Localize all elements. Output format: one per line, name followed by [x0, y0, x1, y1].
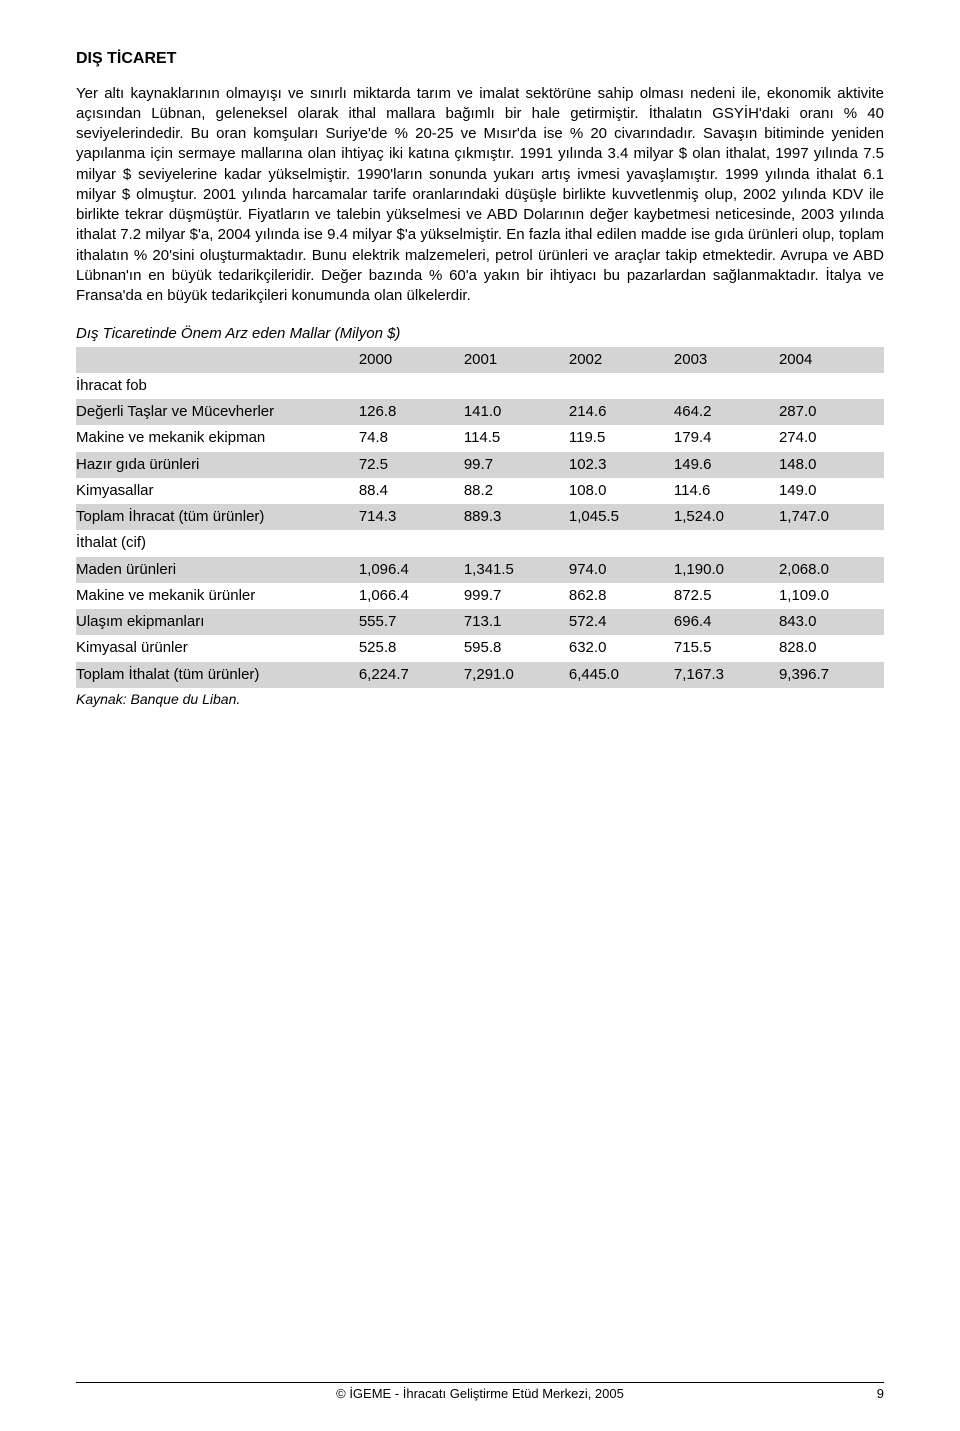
table-header-row: 2000 2001 2002 2003 2004: [76, 347, 884, 373]
cell-value: 1,524.0: [674, 504, 779, 530]
year-col: 2003: [674, 347, 779, 373]
cell-value: 572.4: [569, 609, 674, 635]
cell-value: 555.7: [359, 609, 464, 635]
cell-value: 7,167.3: [674, 662, 779, 688]
table-row: Kimyasal ürünler525.8595.8632.0715.5828.…: [76, 635, 884, 661]
cell-value: 72.5: [359, 452, 464, 478]
section-label: İthalat (cif): [76, 530, 884, 556]
table-row: Ulaşım ekipmanları555.7713.1572.4696.484…: [76, 609, 884, 635]
body-paragraph: Yer altı kaynaklarının olmayışı ve sınır…: [76, 84, 884, 307]
cell-value: 999.7: [464, 583, 569, 609]
cell-value: 1,190.0: [674, 557, 779, 583]
row-label: Hazır gıda ürünleri: [76, 452, 359, 478]
cell-value: 88.4: [359, 478, 464, 504]
cell-value: 149.0: [779, 478, 884, 504]
section-label: İhracat fob: [76, 373, 884, 399]
cell-value: 1,045.5: [569, 504, 674, 530]
cell-value: 6,445.0: [569, 662, 674, 688]
page-footer: © İGEME - İhracatı Geliştirme Etüd Merke…: [76, 1382, 884, 1403]
cell-value: 1,066.4: [359, 583, 464, 609]
row-label: Ulaşım ekipmanları: [76, 609, 359, 635]
cell-value: 862.8: [569, 583, 674, 609]
table-title: Dış Ticaretinde Önem Arz eden Mallar (Mi…: [76, 324, 884, 344]
cell-value: 141.0: [464, 399, 569, 425]
cell-value: 1,341.5: [464, 557, 569, 583]
row-label: Kimyasal ürünler: [76, 635, 359, 661]
row-label: Maden ürünleri: [76, 557, 359, 583]
cell-value: 713.1: [464, 609, 569, 635]
table-row: Değerli Taşlar ve Mücevherler126.8141.02…: [76, 399, 884, 425]
year-col: 2004: [779, 347, 884, 373]
table-row: Kimyasallar88.488.2108.0114.6149.0: [76, 478, 884, 504]
cell-value: 464.2: [674, 399, 779, 425]
cell-value: 1,096.4: [359, 557, 464, 583]
cell-value: 179.4: [674, 425, 779, 451]
cell-value: 1,109.0: [779, 583, 884, 609]
section-heading: DIŞ TİCARET: [76, 48, 884, 70]
cell-value: 274.0: [779, 425, 884, 451]
year-col: 2001: [464, 347, 569, 373]
row-label: Makine ve mekanik ekipman: [76, 425, 359, 451]
cell-value: 7,291.0: [464, 662, 569, 688]
cell-value: 872.5: [674, 583, 779, 609]
year-col: 2000: [359, 347, 464, 373]
cell-value: 632.0: [569, 635, 674, 661]
cell-value: 108.0: [569, 478, 674, 504]
section-row: İthalat (cif): [76, 530, 884, 556]
year-col: 2002: [569, 347, 674, 373]
cell-value: 974.0: [569, 557, 674, 583]
section-row: İhracat fob: [76, 373, 884, 399]
cell-value: 149.6: [674, 452, 779, 478]
cell-value: 714.3: [359, 504, 464, 530]
cell-value: 114.6: [674, 478, 779, 504]
row-label: Toplam İhracat (tüm ürünler): [76, 504, 359, 530]
row-label: Değerli Taşlar ve Mücevherler: [76, 399, 359, 425]
cell-value: 715.5: [674, 635, 779, 661]
cell-value: 525.8: [359, 635, 464, 661]
table-row: Makine ve mekanik ekipman74.8114.5119.51…: [76, 425, 884, 451]
cell-value: 214.6: [569, 399, 674, 425]
cell-value: 148.0: [779, 452, 884, 478]
footer-copyright: © İGEME - İhracatı Geliştirme Etüd Merke…: [100, 1385, 860, 1403]
cell-value: 99.7: [464, 452, 569, 478]
table-row: Toplam İhracat (tüm ürünler)714.3889.31,…: [76, 504, 884, 530]
cell-value: 126.8: [359, 399, 464, 425]
row-label: Makine ve mekanik ürünler: [76, 583, 359, 609]
trade-table: 2000 2001 2002 2003 2004 İhracat fob Değ…: [76, 347, 884, 688]
cell-value: 6,224.7: [359, 662, 464, 688]
cell-value: 9,396.7: [779, 662, 884, 688]
cell-value: 828.0: [779, 635, 884, 661]
cell-value: 287.0: [779, 399, 884, 425]
cell-value: 595.8: [464, 635, 569, 661]
table-row: Hazır gıda ürünleri72.599.7102.3149.6148…: [76, 452, 884, 478]
cell-value: 1,747.0: [779, 504, 884, 530]
table-row: Toplam İthalat (tüm ürünler)6,224.77,291…: [76, 662, 884, 688]
cell-value: 889.3: [464, 504, 569, 530]
cell-value: 843.0: [779, 609, 884, 635]
row-label: Toplam İthalat (tüm ürünler): [76, 662, 359, 688]
cell-value: 88.2: [464, 478, 569, 504]
cell-value: 102.3: [569, 452, 674, 478]
table-row: Makine ve mekanik ürünler1,066.4999.7862…: [76, 583, 884, 609]
cell-value: 114.5: [464, 425, 569, 451]
table-row: Maden ürünleri1,096.41,341.5974.01,190.0…: [76, 557, 884, 583]
cell-value: 74.8: [359, 425, 464, 451]
page-number: 9: [860, 1385, 884, 1403]
table-source: Kaynak: Banque du Liban.: [76, 690, 884, 709]
cell-value: 119.5: [569, 425, 674, 451]
cell-value: 696.4: [674, 609, 779, 635]
cell-value: 2,068.0: [779, 557, 884, 583]
row-label: Kimyasallar: [76, 478, 359, 504]
